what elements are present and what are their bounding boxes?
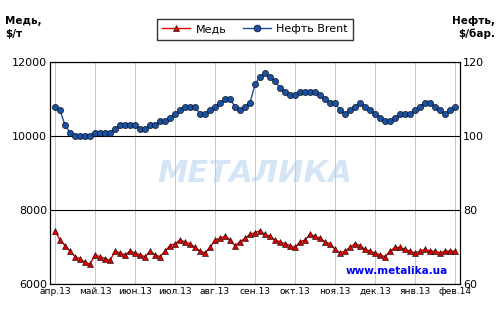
Text: МЕТАЛИКА: МЕТАЛИКА bbox=[158, 159, 352, 188]
Text: Нефть,
$/бар.: Нефть, $/бар. bbox=[452, 16, 495, 39]
Text: Медь,
$/т: Медь, $/т bbox=[5, 16, 42, 39]
Legend: Медь, Нефть Brent: Медь, Нефть Brent bbox=[156, 19, 354, 40]
Text: www.metalika.ua: www.metalika.ua bbox=[346, 266, 448, 276]
